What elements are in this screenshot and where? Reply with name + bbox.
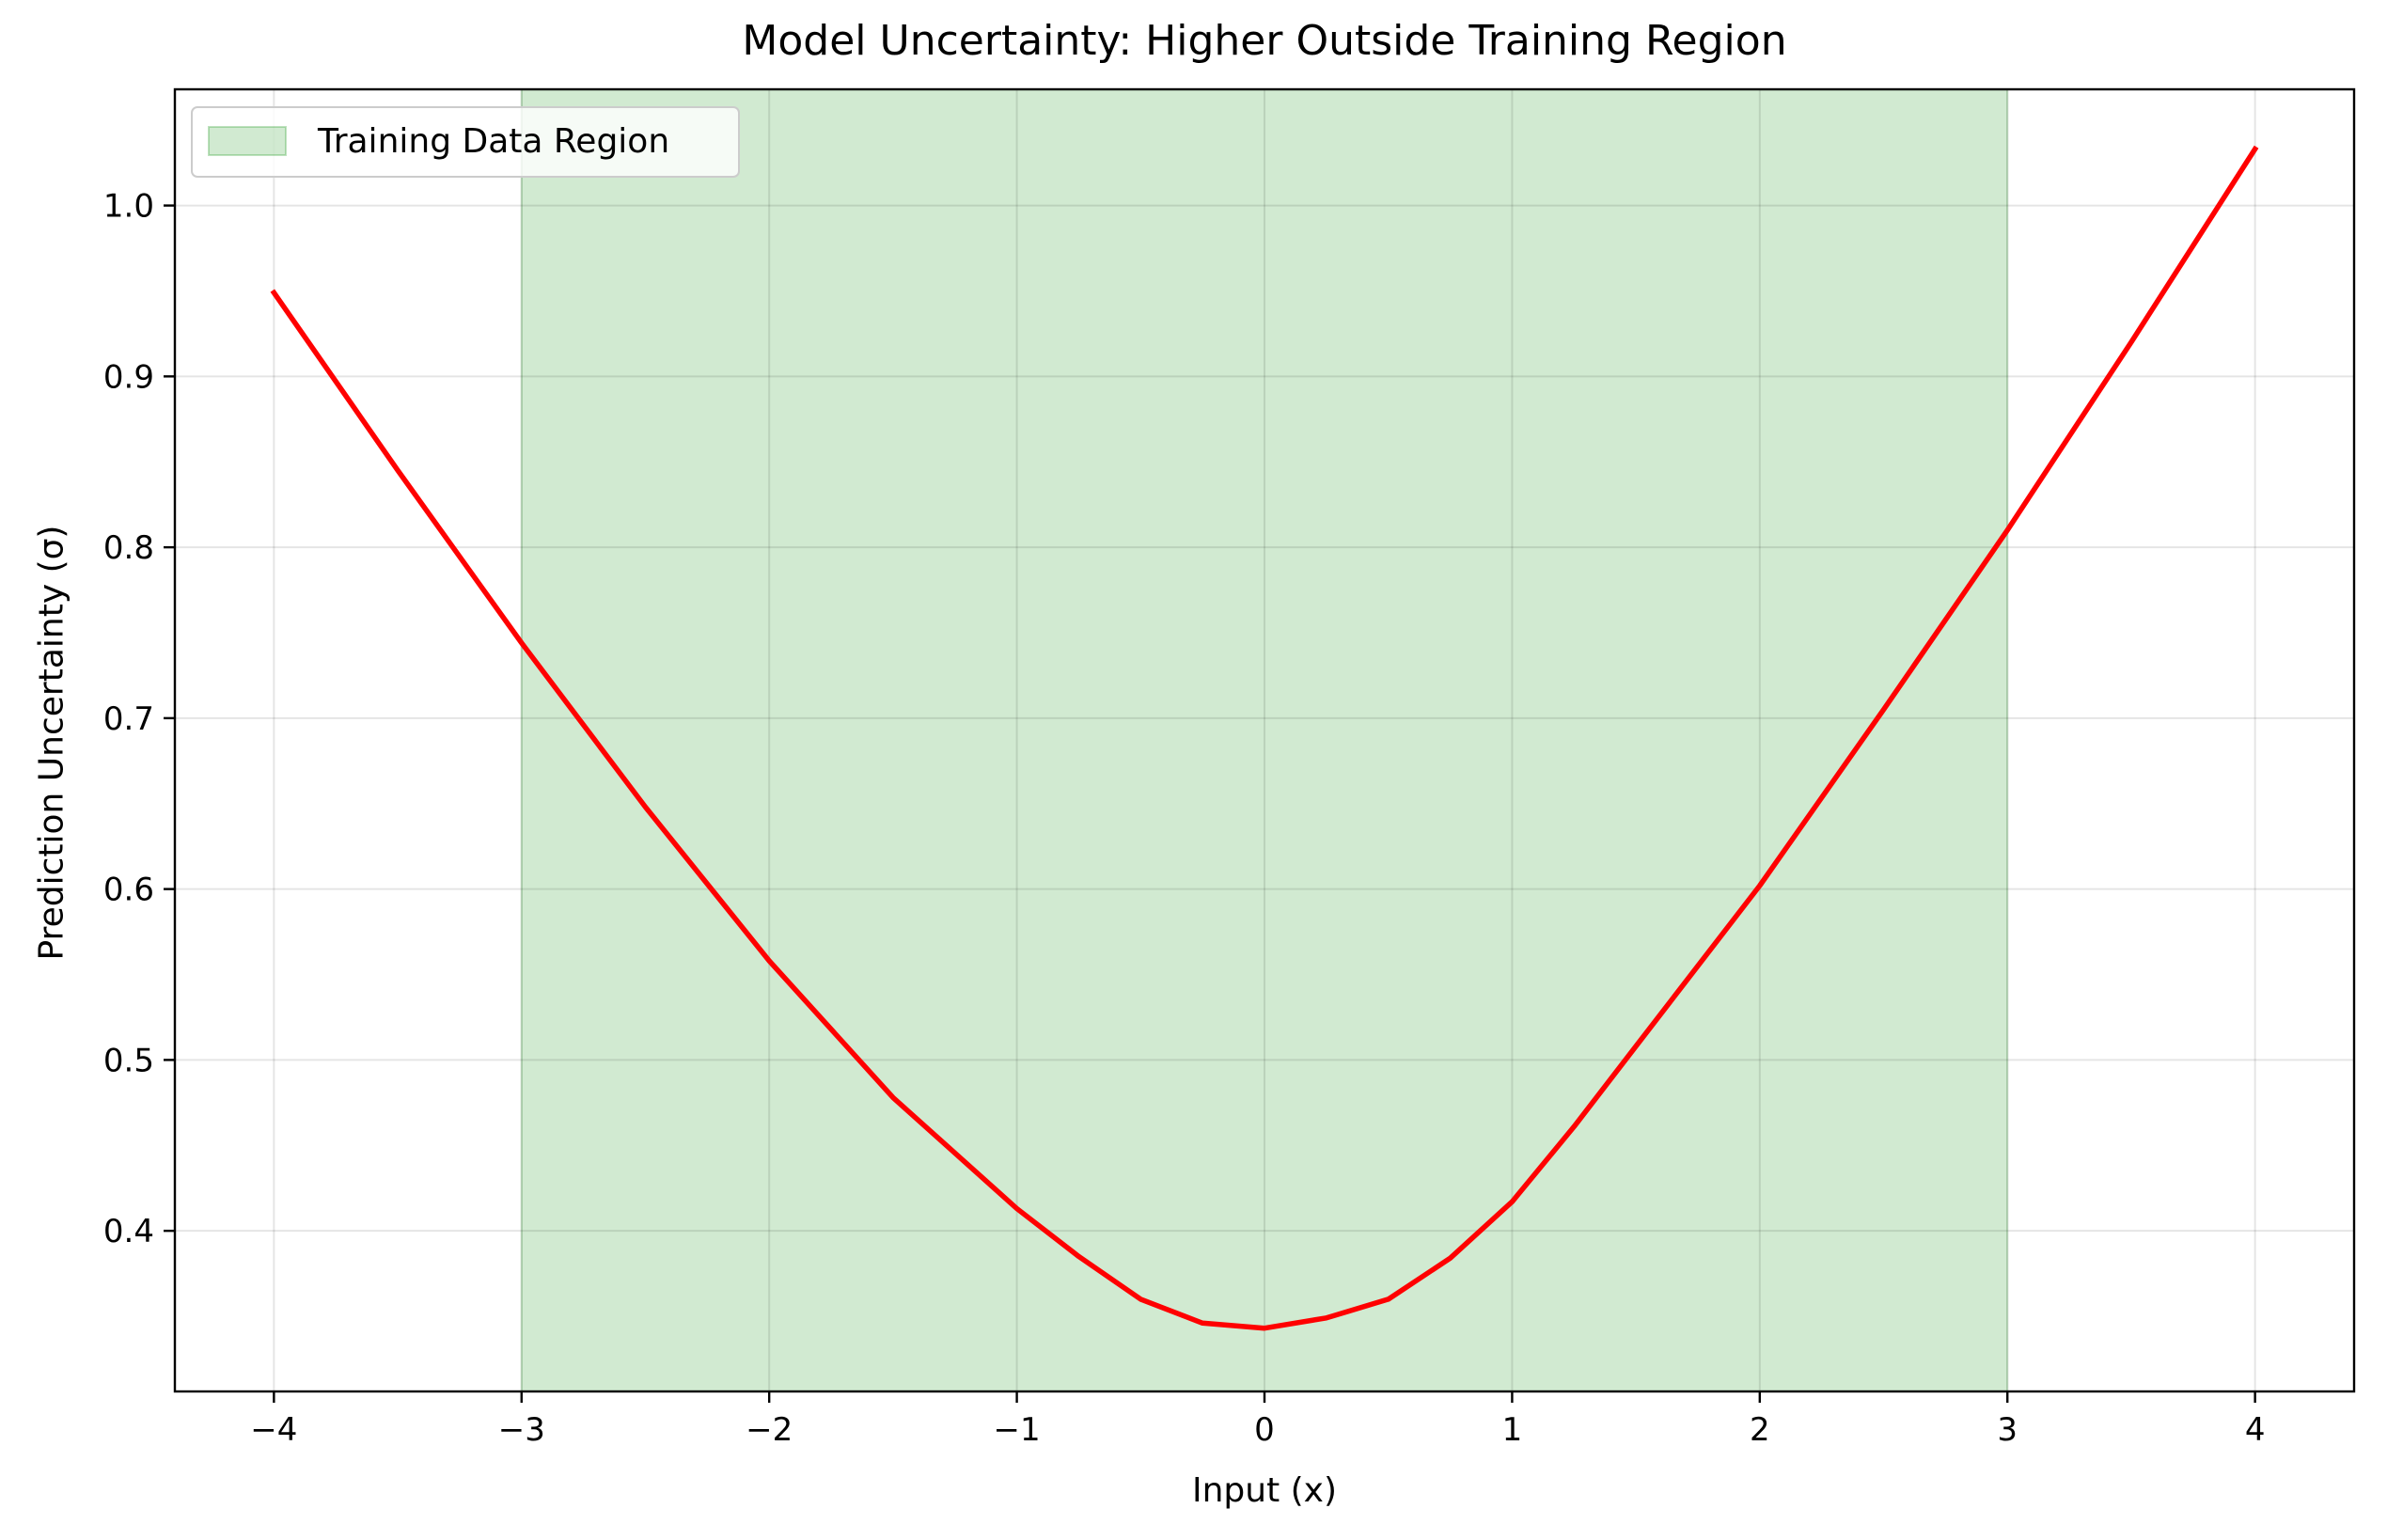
legend-label: Training Data Region (317, 122, 669, 161)
y-axis-ticks: 0.4 0.5 0.6 0.7 0.8 0.9 1.0 (103, 188, 175, 1250)
x-tick-label: −1 (994, 1411, 1041, 1449)
x-axis-ticks: −4 −3 −2 −1 0 1 2 3 4 (250, 1391, 2265, 1449)
legend-swatch (208, 126, 287, 156)
series-layer (270, 145, 2259, 1331)
x-axis-label: Input (x) (1191, 1471, 1338, 1510)
legend-box (191, 106, 740, 178)
x-tick-label: 2 (1750, 1411, 1770, 1449)
x-tick-label: −4 (250, 1411, 297, 1449)
x-tick-label: 0 (1254, 1411, 1275, 1449)
y-tick-label: 0.8 (103, 529, 154, 567)
grid-layer (175, 89, 2354, 1391)
x-tick-label: −3 (498, 1411, 545, 1449)
x-tick-label: 1 (1502, 1411, 1523, 1449)
y-tick-label: 0.4 (103, 1213, 154, 1250)
chart-title: Model Uncertainty: Higher Outside Traini… (742, 17, 1787, 65)
plot-background (175, 89, 2354, 1391)
y-tick-label: 0.9 (103, 358, 154, 396)
y-tick-label: 0.5 (103, 1042, 154, 1079)
y-tick-label: 0.6 (103, 872, 154, 909)
plot-area (175, 89, 2354, 1391)
x-tick-label: −2 (746, 1411, 793, 1449)
training-region-layer (520, 88, 2009, 1392)
x-tick-label: 4 (2245, 1411, 2266, 1449)
y-tick-label: 1.0 (103, 188, 154, 226)
y-tick-label: 0.7 (103, 700, 154, 738)
legend: Training Data Region (191, 106, 740, 178)
training-region (520, 88, 2009, 1392)
uncertainty-line (270, 145, 2259, 1331)
y-axis-label: Prediction Uncertainty (σ) (32, 525, 71, 961)
x-tick-label: 3 (1997, 1411, 2018, 1449)
